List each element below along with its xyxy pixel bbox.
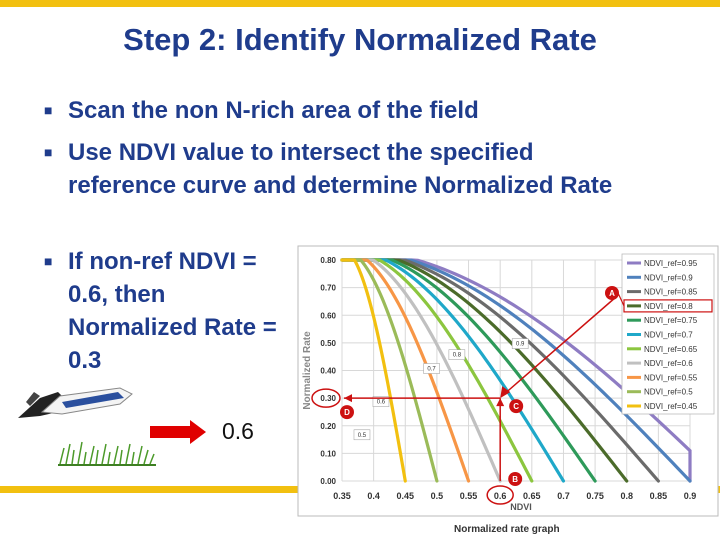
bullet-text: If non-ref NDVI = 0.6, then Normalized R… [68, 248, 277, 374]
x-tick-label: 0.65 [523, 491, 541, 501]
bullet-square-icon: ■ [44, 102, 53, 118]
horizontal-guide-arrowhead [344, 394, 352, 403]
legend-entry: NDVI_ref=0.7 [644, 331, 693, 340]
legend-entry: NDVI_ref=0.8 [644, 302, 693, 311]
series-line [340, 258, 439, 483]
legend-entry: NDVI_ref=0.9 [644, 273, 693, 282]
series-line [340, 258, 471, 483]
legend-entry: NDVI_ref=0.75 [644, 316, 698, 325]
curve-label: 0.9 [516, 342, 525, 348]
x-tick-label: 0.5 [431, 491, 444, 501]
y-tick-label: 0.00 [320, 477, 336, 486]
bullet-scan: ■ Scan the non N-rich area of the field [44, 94, 668, 127]
x-tick-label: 0.55 [460, 491, 478, 501]
x-tick-label: 0.4 [367, 491, 380, 501]
annotation-badge [605, 286, 619, 300]
y-tick-label: 0.60 [320, 311, 336, 320]
x-tick-label: 0.75 [586, 491, 604, 501]
bullet-text: Scan the non N-rich area of the field [68, 97, 479, 124]
bullet-use-ndvi: ■ Use NDVI value to intersect the specif… [44, 136, 648, 202]
y-tick-label: 0.50 [320, 339, 336, 348]
vertical-guide-arrowhead [496, 398, 505, 407]
annotation-badge-label: D [344, 408, 350, 417]
annotation-badge-label: A [609, 289, 615, 298]
y-axis-label: Normalized Rate [302, 331, 313, 410]
legend-entry: NDVI_ref=0.45 [644, 402, 698, 411]
y-tick-label: 0.20 [320, 422, 336, 431]
chart-caption: Normalized rate graph [454, 524, 560, 535]
curve-label-box [372, 396, 390, 407]
curve-label-box [423, 363, 440, 374]
ndvi-value-label: 0.6 [222, 418, 254, 444]
legend-entry: NDVI_ref=0.6 [644, 359, 693, 368]
highlight-circle-y [311, 388, 341, 408]
red-arrow-icon [150, 420, 206, 444]
y-tick-label: 0.10 [320, 449, 336, 458]
x-tick-label: 0.6 [494, 491, 507, 501]
y-tick-label: 0.80 [320, 256, 336, 265]
x-tick-label: 0.45 [397, 491, 415, 501]
curve-label-box [448, 349, 466, 360]
normalized-rate-chart: 0.00 0.10 0.20 0.30 0.40 0.50 0.60 0.70 0.80 0.35… [302, 253, 715, 512]
legend-entry: NDVI_ref=0.5 [644, 388, 693, 397]
curve-label-box [353, 429, 371, 441]
x-tick-label: 0.35 [333, 491, 351, 501]
bullet-square-icon: ■ [44, 144, 53, 160]
y-tick-label: 0.30 [320, 394, 336, 403]
bullet-text: Use NDVI value to intersect the specifie… [68, 139, 613, 199]
bottom-accent-bar [0, 486, 300, 493]
x-tick-label: 0.7 [557, 491, 570, 501]
annotation-badge-label: B [512, 475, 518, 484]
x-axis-label: NDVI [510, 502, 532, 512]
legend-entry: NDVI_ref=0.65 [644, 345, 698, 354]
curve-label-box [511, 338, 529, 349]
curve-label: 0.8 [453, 353, 462, 359]
ndvi-sensor-icon [18, 387, 133, 418]
x-tick-label: 0.9 [684, 491, 697, 501]
series-line [340, 258, 407, 483]
top-accent-bar [0, 0, 720, 7]
legend-entry: NDVI_ref=0.85 [644, 288, 698, 297]
annotation-a-pointer [503, 296, 617, 395]
legend-entry: NDVI_ref=0.55 [644, 373, 698, 382]
annotation-badge-label: C [513, 402, 519, 411]
curve-label: 0.5 [358, 433, 367, 439]
annotation-badge [509, 399, 524, 414]
curve-label: 0.6 [377, 400, 386, 406]
x-tick-label: 0.85 [650, 491, 668, 501]
highlight-circle-x [486, 485, 514, 505]
annotation-badge [340, 405, 354, 420]
legend-entry: NDVI_ref=0.95 [644, 259, 698, 268]
slide-title: Step 2: Identify Normalized Rate [123, 22, 597, 57]
x-tick-label: 0.8 [620, 491, 633, 501]
annotation-a-connector [617, 292, 625, 307]
annotation-a-arrowhead [500, 386, 511, 399]
curve-label: 0.7 [427, 367, 436, 373]
grass-icon [58, 441, 156, 466]
bullet-example: ■ If non-ref NDVI = 0.6, then Normalized… [44, 245, 288, 377]
annotation-badge [508, 472, 523, 486]
bullet-square-icon: ■ [44, 253, 53, 269]
y-tick-label: 0.40 [320, 367, 336, 376]
y-tick-label: 0.70 [320, 284, 336, 293]
